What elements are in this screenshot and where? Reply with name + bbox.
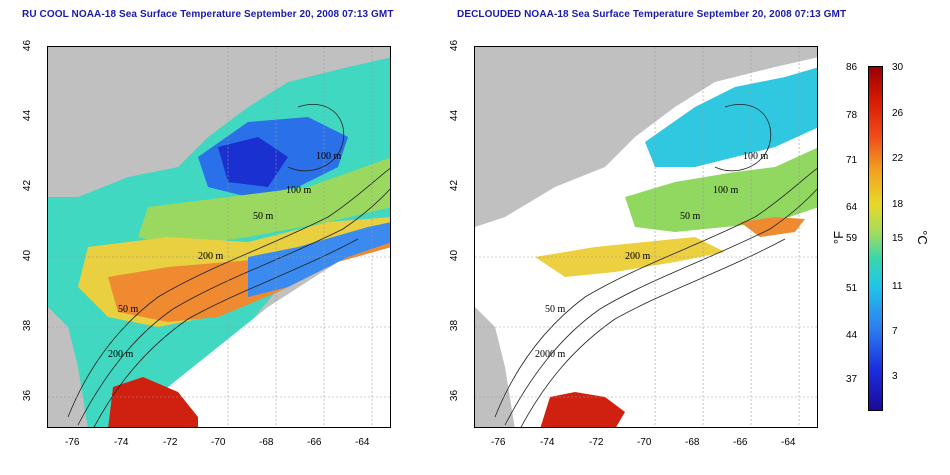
right-ytick-46: 46 [449,39,461,52]
left-contour-label-3: 50 m [253,211,274,222]
cb-c-15: 15 [892,233,904,244]
left-grid [48,47,390,427]
right-contour-label-4: 200 m [625,251,651,262]
right-ytick-42: 42 [449,179,461,192]
sst-region-red-right [540,392,625,427]
cb-c-26: 26 [892,108,904,119]
right-sst-map: 100 m 100 m 50 m 200 m 50 m 2000 m [474,46,818,428]
sst-region-cloud [139,247,390,427]
left-xtick-76: -76 [65,437,80,448]
right-ytick-38: 38 [449,319,461,332]
sst-region-yellow-right [535,237,725,277]
left-contour-label-5: 50 m [118,304,139,315]
left-contour-label-4: 200 m [198,251,224,262]
right-ytick-44: 44 [449,109,461,122]
right-ytick-40: 40 [449,249,461,262]
unit-celsius: °C [914,230,930,245]
cb-c-30: 30 [892,62,904,73]
right-contour-label-3: 50 m [680,211,701,222]
right-map-title: DECLOUDED NOAA-18 Sea Surface Temperatur… [457,9,847,20]
right-xtick-74: -74 [540,437,555,448]
cb-f-78: 78 [846,110,858,121]
unit-fahrenheit: °F [831,230,847,245]
right-ytick-36: 36 [449,389,461,402]
right-contours [494,104,817,427]
land-coast-right [475,47,817,227]
left-ytick-40: 40 [22,249,34,262]
left-xtick-74: -74 [114,437,129,448]
right-contour-label-6: 2000 m [535,349,566,360]
sst-region-green-right [625,147,817,232]
left-ytick-42: 42 [22,179,34,192]
right-contour-label-5: 50 m [545,304,566,315]
sst-region-green [138,157,390,247]
right-grid [475,47,817,427]
cb-f-37: 37 [846,374,858,385]
left-xtick-64: -64 [355,437,370,448]
right-xtick-64: -64 [781,437,796,448]
sst-region-red [108,377,198,427]
cb-f-86: 86 [846,62,858,73]
left-xtick-72: -72 [163,437,178,448]
left-ytick-46: 46 [22,39,34,52]
left-xtick-66: -66 [307,437,322,448]
land-coast [48,47,390,197]
right-xtick-68: -68 [685,437,700,448]
cb-c-3: 3 [892,371,898,382]
cb-f-44: 44 [846,330,858,341]
left-contour-label-2: 100 m [286,185,312,196]
left-map-canvas: 100 m 100 m 50 m 200 m 50 m 200 m [48,47,390,427]
left-map-title: RU COOL NOAA-18 Sea Surface Temperature … [22,9,394,20]
cb-c-22: 22 [892,153,904,164]
cb-c-11: 11 [892,281,903,292]
left-ytick-38: 38 [22,319,34,332]
cb-f-51: 51 [846,283,858,294]
cb-f-71: 71 [846,155,858,166]
right-map-canvas: 100 m 100 m 50 m 200 m 50 m 2000 m [475,47,817,427]
temperature-colorbar [868,66,883,411]
left-xtick-68: -68 [259,437,274,448]
left-contour-label-6: 200 m [108,349,134,360]
right-xtick-76: -76 [491,437,506,448]
right-xtick-72: -72 [589,437,604,448]
left-ytick-44: 44 [22,109,34,122]
left-ytick-36: 36 [22,389,34,402]
right-contour-label-1: 100 m [743,151,769,162]
sst-region-deepblue [218,137,288,187]
left-contours [67,104,390,427]
cb-f-59: 59 [846,233,858,244]
right-contour-label-2: 100 m [713,185,739,196]
cb-c-18: 18 [892,199,904,210]
left-contour-label-1: 100 m [316,151,342,162]
cb-c-7: 7 [892,326,898,337]
cb-f-64: 64 [846,202,858,213]
left-xtick-70: -70 [211,437,226,448]
sst-region-cyan-right [645,67,817,167]
right-xtick-66: -66 [733,437,748,448]
left-sst-map: 100 m 100 m 50 m 200 m 50 m 200 m [47,46,391,428]
right-xtick-70: -70 [637,437,652,448]
